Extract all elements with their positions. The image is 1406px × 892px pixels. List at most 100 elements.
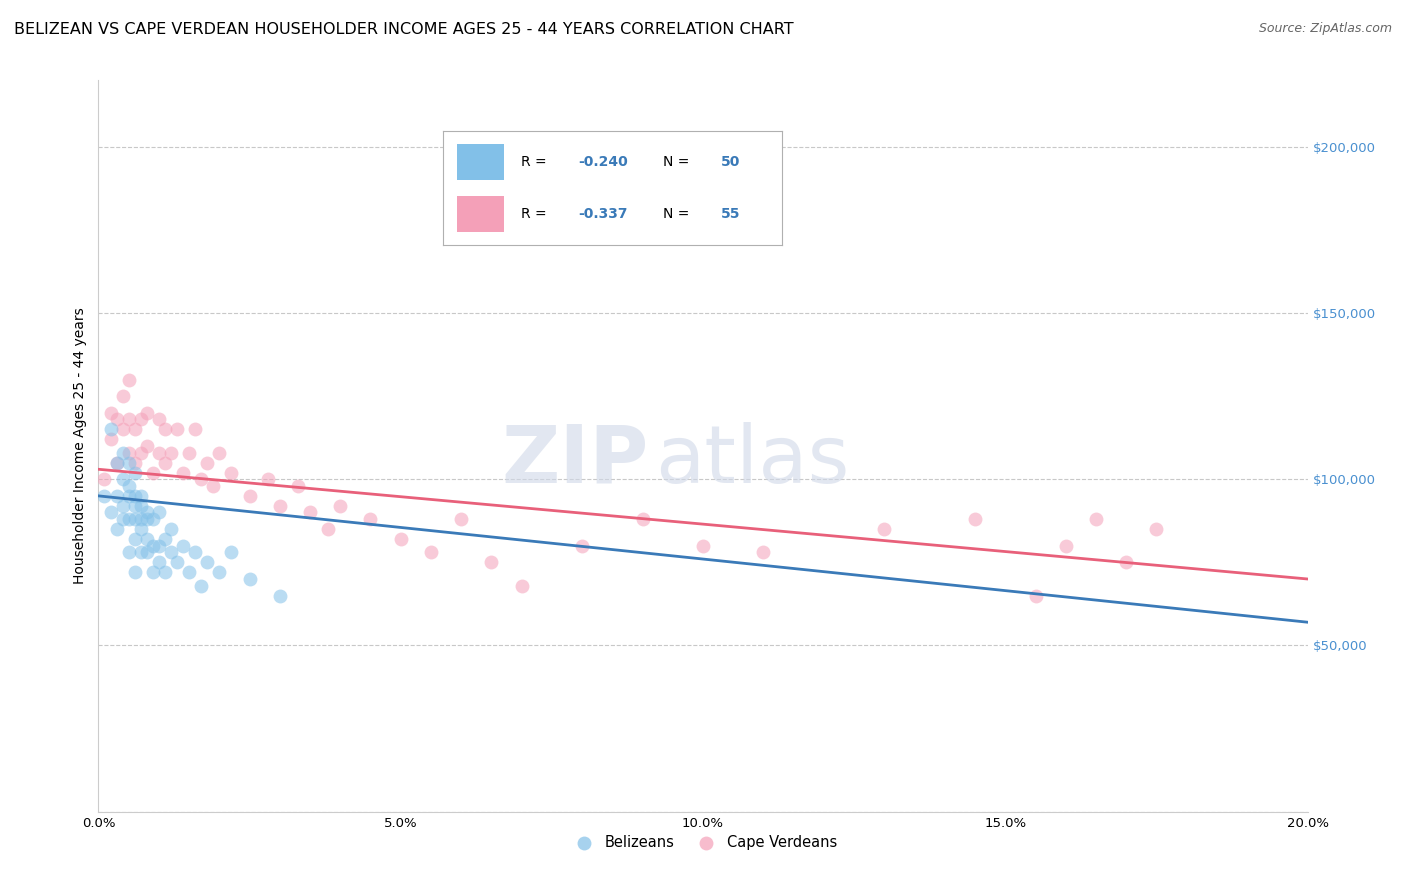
Point (256, 472, 278, 486)
Point (153, 422, 176, 436)
Point (124, 499, 146, 513)
Point (1024, 589, 1046, 603)
Point (135, 532, 157, 546)
Point (124, 532, 146, 546)
Point (208, 445, 231, 459)
Point (153, 532, 176, 546)
Point (873, 522, 896, 536)
Point (269, 589, 291, 603)
Point (195, 456, 218, 470)
Point (118, 456, 141, 470)
Text: Source: ZipAtlas.com: Source: ZipAtlas.com (1258, 22, 1392, 36)
Point (208, 566, 231, 580)
Point (135, 506, 157, 520)
Point (118, 489, 141, 503)
Point (111, 445, 134, 459)
Point (148, 445, 170, 459)
Point (118, 512, 141, 526)
Point (965, 512, 987, 526)
Point (179, 445, 201, 459)
Point (135, 439, 157, 453)
Point (105, 489, 128, 503)
Point (129, 445, 152, 459)
Point (105, 412, 128, 426)
Point (329, 499, 352, 513)
Point (221, 466, 243, 480)
Point (142, 539, 165, 553)
Point (148, 555, 170, 569)
Point (124, 422, 146, 436)
Text: atlas: atlas (655, 422, 849, 500)
Point (360, 512, 382, 526)
Point (172, 539, 194, 553)
Point (692, 539, 714, 553)
Point (1115, 555, 1137, 569)
Point (100, 433, 122, 447)
Point (1144, 522, 1167, 536)
Point (752, 545, 775, 559)
Point (129, 489, 152, 503)
Point (287, 479, 309, 493)
Point (316, 522, 339, 536)
Point (142, 512, 165, 526)
Point (450, 512, 472, 526)
Point (111, 389, 134, 403)
Point (190, 579, 212, 593)
Y-axis label: Householder Income Ages 25 - 44 years: Householder Income Ages 25 - 44 years (73, 308, 87, 584)
Point (179, 566, 201, 580)
Legend: Belizeans, Cape Verdeans: Belizeans, Cape Verdeans (564, 829, 842, 855)
Point (105, 522, 128, 536)
Point (111, 499, 134, 513)
Point (221, 545, 243, 559)
Point (148, 506, 170, 520)
Point (481, 555, 503, 569)
Point (118, 412, 141, 426)
Point (129, 522, 152, 536)
Point (124, 512, 146, 526)
Point (105, 456, 128, 470)
Point (190, 472, 212, 486)
Point (142, 466, 165, 480)
Point (124, 489, 146, 503)
Point (239, 489, 262, 503)
Point (93, 489, 115, 503)
Point (184, 422, 207, 436)
Point (202, 479, 225, 493)
Point (111, 422, 134, 436)
Point (118, 372, 141, 386)
Point (1054, 539, 1077, 553)
Point (420, 545, 443, 559)
Point (135, 512, 157, 526)
Point (118, 545, 141, 559)
Point (100, 406, 122, 420)
Text: ZIP: ZIP (502, 422, 648, 500)
Text: BELIZEAN VS CAPE VERDEAN HOUSEHOLDER INCOME AGES 25 - 44 YEARS CORRELATION CHART: BELIZEAN VS CAPE VERDEAN HOUSEHOLDER INC… (14, 22, 793, 37)
Point (135, 545, 157, 559)
Point (510, 579, 533, 593)
Point (135, 406, 157, 420)
Point (160, 522, 183, 536)
Point (631, 512, 654, 526)
Point (124, 466, 146, 480)
Point (148, 539, 170, 553)
Point (129, 545, 152, 559)
Point (269, 499, 291, 513)
Point (100, 506, 122, 520)
Point (111, 472, 134, 486)
Point (129, 412, 152, 426)
Point (111, 512, 134, 526)
Point (389, 532, 412, 546)
Point (160, 445, 183, 459)
Point (100, 422, 122, 436)
Point (118, 479, 141, 493)
Point (105, 456, 128, 470)
Point (239, 572, 262, 586)
Point (160, 545, 183, 559)
Point (184, 545, 207, 559)
Point (142, 566, 165, 580)
Point (118, 445, 141, 459)
Point (1085, 512, 1108, 526)
Point (172, 466, 194, 480)
Point (166, 555, 188, 569)
Point (571, 539, 593, 553)
